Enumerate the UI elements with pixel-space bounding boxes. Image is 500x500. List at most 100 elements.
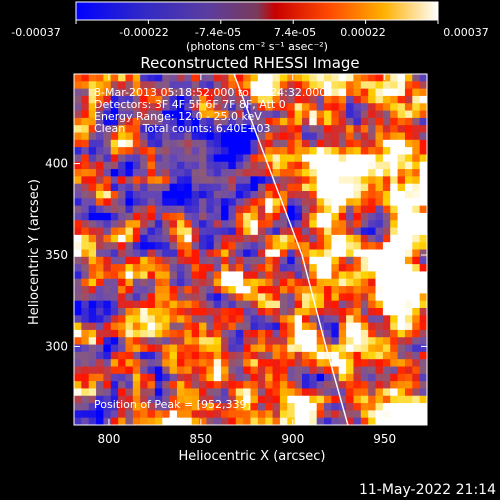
heatmap-cell [257, 125, 266, 134]
heatmap-cell [140, 351, 149, 360]
heatmap-cell [118, 220, 127, 229]
heatmap-cell [265, 183, 274, 192]
heatmap-cell [397, 366, 406, 375]
heatmap-cell [382, 403, 391, 411]
heatmap-cell [250, 212, 259, 221]
heatmap-cell [375, 337, 384, 346]
heatmap-cell [404, 256, 413, 265]
heatmap-cell [331, 381, 340, 390]
heatmap-cell [324, 344, 332, 353]
heatmap-cell [118, 242, 127, 251]
heatmap-cell [324, 147, 332, 156]
heatmap-cell [397, 395, 406, 404]
heatmap-cell [147, 344, 156, 353]
heatmap-cell [294, 183, 303, 192]
heatmap-cell [294, 81, 303, 90]
heatmap-cell [199, 344, 207, 353]
heatmap-cell [206, 147, 215, 156]
heatmap-cell [346, 110, 355, 119]
heatmap-cell [412, 117, 421, 126]
heatmap-cell [147, 388, 156, 397]
heatmap-cell [206, 117, 215, 126]
heatmap-cell [294, 337, 303, 346]
heatmap-cell [412, 154, 421, 163]
heatmap-cell [257, 293, 266, 302]
heatmap-cell [301, 351, 310, 360]
heatmap-cell [324, 198, 332, 207]
heatmap-cell [125, 139, 134, 148]
heatmap-cell [228, 242, 237, 251]
heatmap-cell [132, 169, 141, 177]
heatmap-cell [96, 176, 105, 185]
heatmap-cell [184, 417, 193, 425]
heatmap-cell [397, 198, 406, 207]
heatmap-cell [206, 278, 215, 287]
heatmap-cell [257, 271, 266, 280]
heatmap-cell [184, 344, 193, 353]
heatmap-cell [279, 359, 288, 368]
heatmap-cell [140, 176, 149, 185]
heatmap-cell [96, 373, 105, 382]
heatmap-cell [257, 256, 266, 265]
heatmap-cell [213, 81, 222, 90]
heatmap-cell [294, 139, 303, 148]
heatmap-cell [309, 256, 318, 265]
heatmap-cell [125, 359, 134, 368]
heatmap-cell [257, 191, 266, 199]
heatmap-cell [287, 308, 296, 316]
heatmap-cell [213, 249, 222, 258]
heatmap-cell [390, 227, 399, 236]
heatmap-cell [74, 322, 82, 331]
heatmap-cell [272, 110, 281, 119]
heatmap-cell [147, 154, 156, 163]
heatmap-cell [412, 81, 421, 90]
heatmap-cell [118, 191, 127, 199]
heatmap-cell [250, 351, 259, 360]
heatmap-cell [184, 410, 193, 419]
heatmap-cell [132, 315, 141, 324]
heatmap-cell [375, 132, 384, 141]
heatmap-cell [309, 351, 318, 360]
x-axis-label: Heliocentric X (arcsec) [179, 449, 326, 464]
heatmap-cell [176, 308, 185, 316]
heatmap-cell [125, 329, 134, 338]
heatmap-cell [353, 308, 362, 316]
heatmap-cell [338, 322, 347, 331]
heatmap-cell [287, 205, 296, 214]
heatmap-cell [235, 81, 244, 90]
heatmap-cell [118, 373, 127, 382]
heatmap-cell [324, 308, 332, 316]
heatmap-cell [382, 205, 391, 214]
heatmap-cell [184, 395, 193, 404]
heatmap-cell [316, 103, 325, 112]
heatmap-cell [346, 139, 355, 148]
heatmap-cell [404, 410, 413, 419]
heatmap-cell [382, 381, 391, 390]
heatmap-cell [169, 132, 178, 141]
heatmap-cell [257, 212, 266, 221]
heatmap-cell [382, 308, 391, 316]
heatmap-cell [419, 220, 427, 229]
heatmap-cell [154, 125, 163, 134]
heatmap-cell [272, 351, 281, 360]
heatmap-cell [199, 154, 207, 163]
heatmap-cell [74, 359, 82, 368]
heatmap-cell [162, 256, 171, 265]
heatmap-cell [191, 256, 200, 265]
heatmap-cell [81, 169, 90, 177]
heatmap-cell [368, 359, 377, 368]
heatmap-cell [375, 95, 384, 104]
heatmap-cell [154, 205, 163, 214]
heatmap-cell [250, 410, 259, 419]
heatmap-cell [235, 125, 244, 134]
heatmap-cell [331, 256, 340, 265]
heatmap-cell [324, 234, 332, 243]
heatmap-cell [140, 395, 149, 404]
heatmap-cell [132, 366, 141, 375]
heatmap-cell [169, 110, 178, 119]
heatmap-cell [154, 227, 163, 236]
heatmap-cell [265, 359, 274, 368]
heatmap-cell [162, 74, 171, 82]
heatmap-cell [103, 278, 112, 287]
